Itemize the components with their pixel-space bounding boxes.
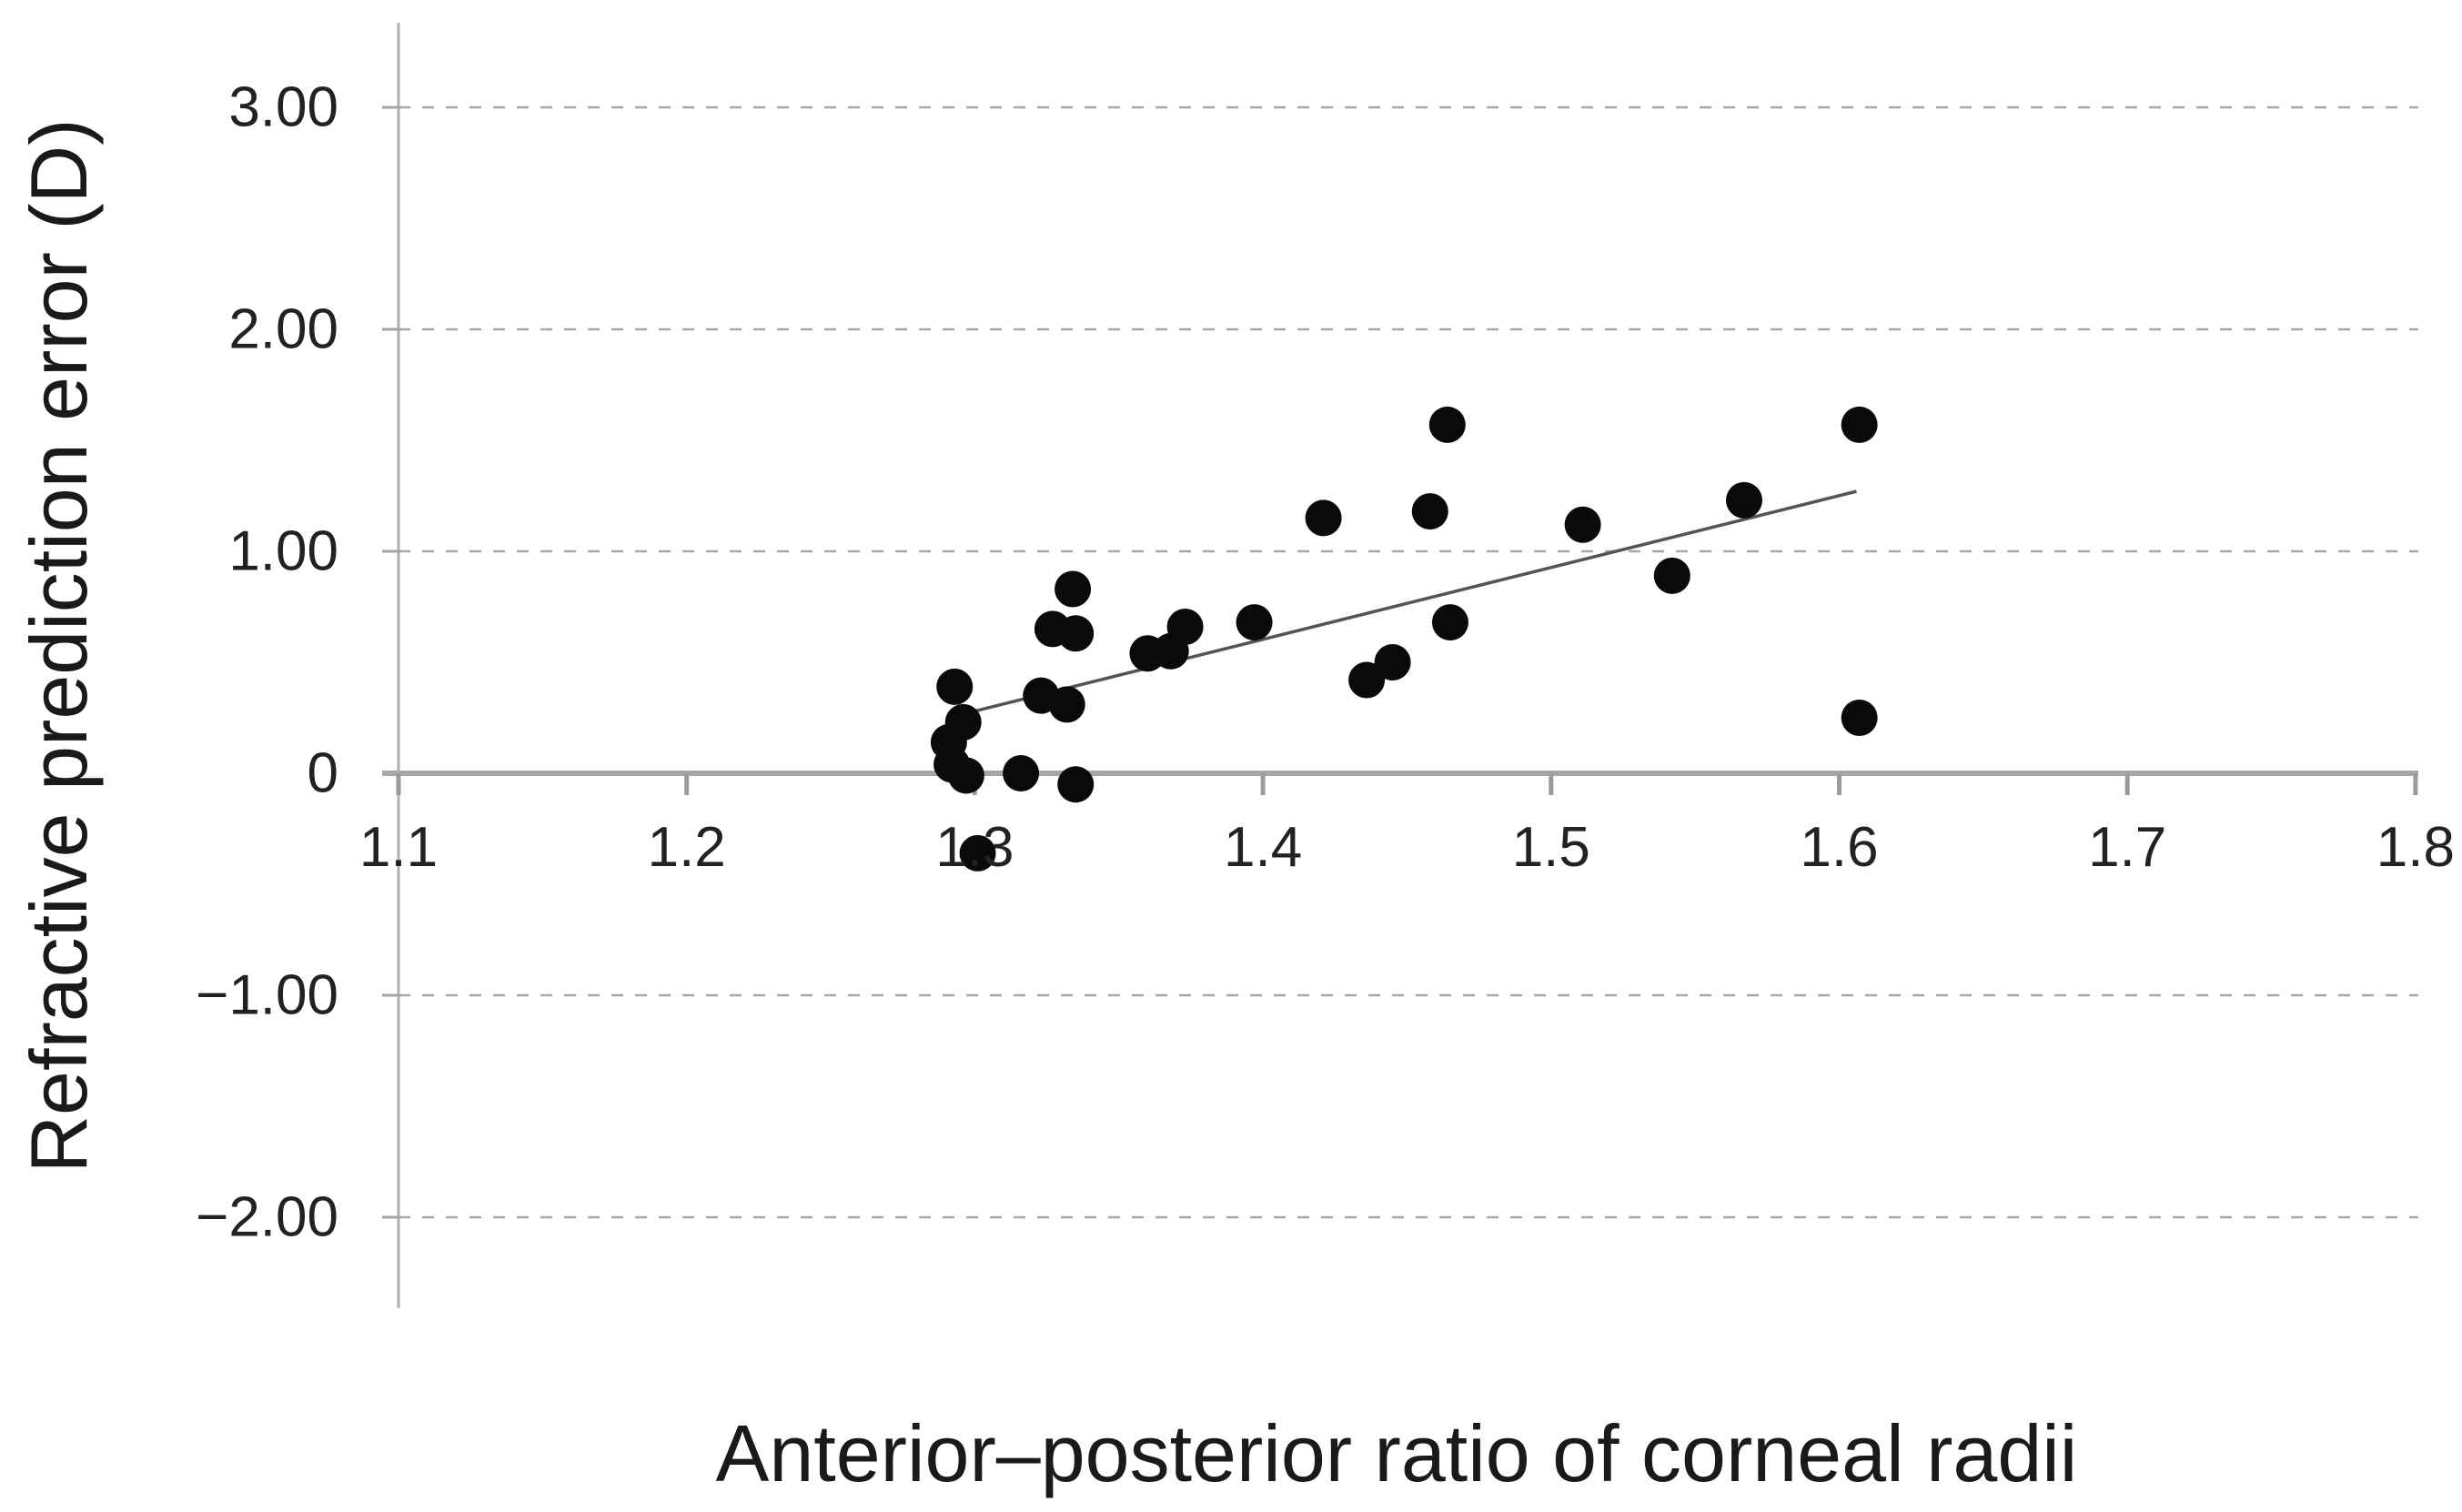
data-point <box>1725 481 1762 519</box>
x-tick-label: 1.6 <box>1800 816 1878 879</box>
data-point <box>1054 570 1092 608</box>
data-point <box>1564 506 1601 543</box>
data-points <box>930 406 1878 872</box>
data-point <box>1057 615 1095 652</box>
data-point <box>1003 755 1040 791</box>
x-tick-label: 1.2 <box>648 816 726 879</box>
data-point <box>1428 406 1466 443</box>
data-point <box>1411 493 1448 530</box>
y-tick-label: 1.00 <box>228 520 338 583</box>
data-point <box>959 834 996 872</box>
x-tick-label: 1.7 <box>2088 816 2166 879</box>
y-axis-title: Refractive prediction error (D) <box>14 119 104 1174</box>
data-point <box>1348 661 1386 699</box>
data-point <box>1166 608 1204 645</box>
data-point <box>1653 557 1690 594</box>
x-tick-label: 1.4 <box>1224 816 1302 879</box>
x-tick-label: 1.8 <box>2376 816 2455 879</box>
y-tick-label: −2.00 <box>196 1186 338 1249</box>
y-tick-label: 2.00 <box>228 298 338 361</box>
trend-line-group <box>974 489 1857 713</box>
y-tick-labels: 3.00 2.00 1.00 0 −1.00 −2.00 <box>196 76 338 1249</box>
data-point <box>1841 406 1878 443</box>
data-point <box>1057 766 1095 803</box>
x-tick-labels: 1.1 1.2 1.3 1.4 1.5 1.6 1.7 1.8 <box>359 816 2455 879</box>
data-point <box>1048 686 1085 723</box>
trend-line <box>974 489 1857 713</box>
y-tick-label: −1.00 <box>196 964 338 1027</box>
data-point <box>947 757 984 794</box>
axes <box>382 23 2418 1308</box>
data-point <box>936 668 974 705</box>
data-point <box>1305 499 1342 537</box>
y-tick-label: 0 <box>308 742 338 805</box>
x-axis-title: Anterior–posterior ratio of corneal radi… <box>716 1408 2078 1498</box>
x-tick-label: 1.1 <box>359 816 438 879</box>
data-point <box>1431 604 1468 641</box>
x-tick-label: 1.5 <box>1512 816 1590 879</box>
y-gridlines <box>399 106 2418 1219</box>
data-point <box>1236 604 1273 641</box>
y-tick-label: 3.00 <box>228 76 338 139</box>
data-point <box>1374 644 1411 680</box>
data-point <box>1841 700 1878 736</box>
x-tick-label: 1.3 <box>935 816 1014 879</box>
